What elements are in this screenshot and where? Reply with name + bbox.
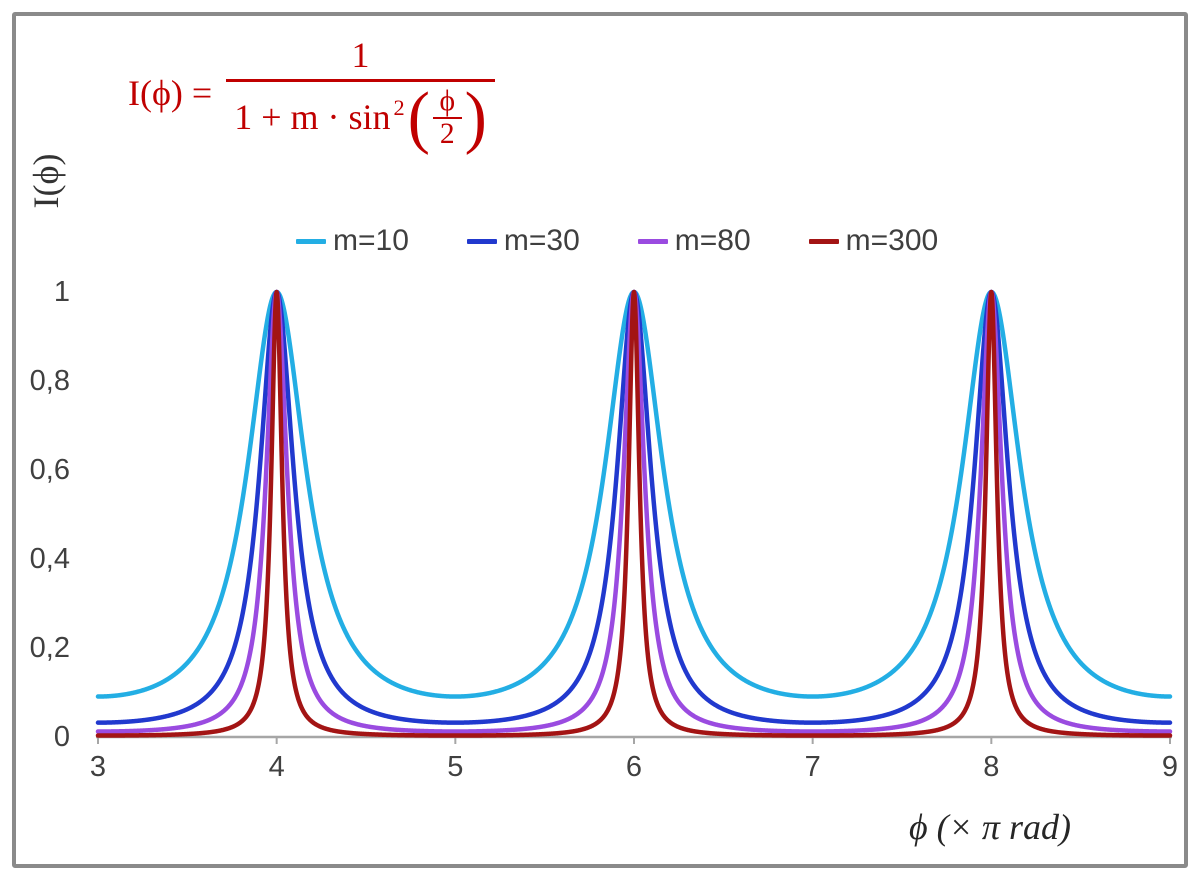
x-tick-label: 7 — [804, 751, 821, 783]
x-tick-label: 6 — [625, 751, 643, 783]
formula-exponent: 2 — [393, 94, 405, 120]
close-paren: ) — [464, 79, 487, 156]
inner-numerator: ϕ — [439, 84, 456, 117]
x-tick-label: 8 — [983, 751, 1000, 783]
legend-item-m=80: m=80 — [637, 224, 751, 258]
x-tick-label: 5 — [447, 751, 464, 783]
y-axis-title: I(ϕ) — [26, 153, 66, 209]
x-tick-label: 3 — [89, 751, 107, 783]
legend: m=10 m=30 m=80 m=300 — [296, 224, 938, 258]
legend-item-m=10: m=10 — [296, 224, 409, 258]
y-tick-label: 0,8 — [29, 365, 70, 397]
legend-swatch — [296, 238, 326, 244]
x-tick-label: 4 — [268, 751, 285, 783]
legend-label: m=10 — [333, 224, 409, 257]
y-tick-label: 0,6 — [29, 454, 70, 486]
x-tick-label: 9 — [1161, 751, 1179, 783]
legend-label: m=80 — [674, 224, 751, 257]
y-tick-label: 0 — [53, 721, 70, 753]
series-curve-m=30 — [95, 289, 1173, 725]
inner-fraction: ϕ 2 — [432, 84, 462, 150]
y-tick-label: 0,4 — [29, 543, 70, 575]
series-curve-m=300 — [95, 289, 1173, 738]
formula-denominator: 1 + m · sin 2 ( ϕ 2 ) — [226, 78, 495, 156]
legend-swatch — [466, 238, 497, 244]
formula-numerator: 1 — [351, 35, 370, 75]
legend-label: m=300 — [845, 224, 939, 257]
formula-lhs: I(ϕ) = — [128, 72, 213, 113]
formula-den-prefix: 1 + m · sin — [234, 97, 391, 138]
series-curve-m=80 — [95, 289, 1173, 734]
legend-swatch — [637, 238, 668, 244]
legend-item-m=300: m=300 — [808, 224, 939, 258]
formula-fraction: 1 1 + m · sin 2 ( ϕ 2 ) — [226, 35, 495, 156]
open-paren: ( — [407, 79, 430, 156]
formula-annotation: I(ϕ) = 1 1 + m · sin 2 ( ϕ 2 ) — [128, 35, 495, 156]
y-tick-label: 1 — [53, 276, 70, 308]
inner-denominator: 2 — [432, 117, 462, 150]
legend-item-m=30: m=30 — [466, 224, 580, 258]
x-axis-title: ϕ (× π rad) — [909, 807, 1071, 847]
legend-swatch — [808, 238, 839, 244]
chart-frame — [12, 12, 1188, 868]
y-tick-label: 0,2 — [29, 632, 70, 664]
legend-label: m=30 — [503, 224, 580, 257]
